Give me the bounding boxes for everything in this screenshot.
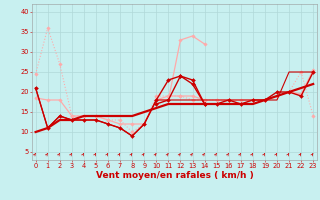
X-axis label: Vent moyen/en rafales ( km/h ): Vent moyen/en rafales ( km/h ) bbox=[96, 171, 253, 180]
